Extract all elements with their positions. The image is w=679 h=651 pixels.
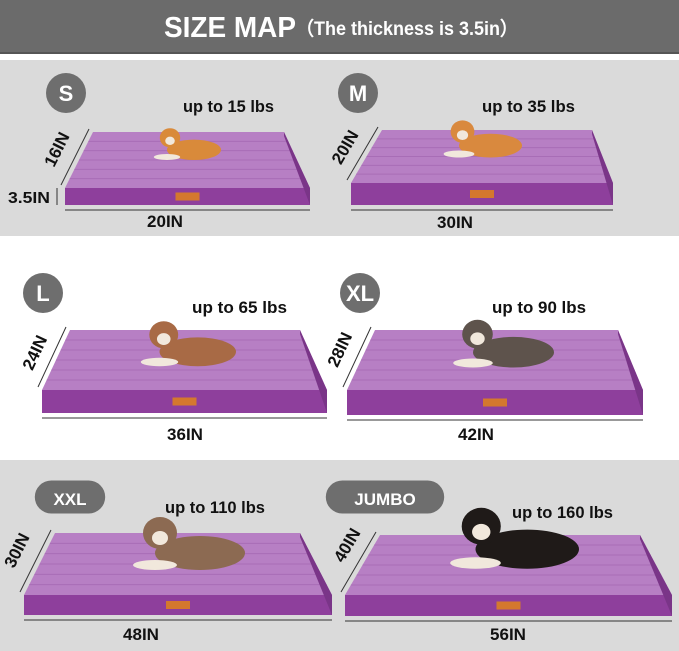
bed-edge bbox=[640, 535, 672, 616]
size-badge bbox=[338, 73, 378, 113]
dog-image bbox=[453, 319, 554, 368]
width-label: 30IN bbox=[437, 213, 473, 232]
width-label: 42IN bbox=[458, 425, 494, 444]
weight-limit: up to 110 lbs bbox=[165, 498, 265, 517]
size-badge bbox=[34, 480, 106, 514]
dog-image bbox=[450, 507, 579, 569]
width-label: 36IN bbox=[167, 425, 203, 444]
depth-dimension-line bbox=[346, 126, 379, 181]
depth-label: 28IN bbox=[324, 329, 356, 370]
bed-tag-logo bbox=[470, 190, 494, 198]
dog-image bbox=[443, 120, 522, 158]
size-card-l: Lup to 65 lbs 36IN 24IN bbox=[19, 273, 327, 444]
size-badge bbox=[340, 273, 380, 313]
bed-tag-logo bbox=[172, 397, 197, 406]
dog-image bbox=[153, 128, 221, 160]
bed-tag-logo bbox=[175, 192, 200, 201]
depth-label: 24IN bbox=[19, 332, 51, 373]
weight-limit: up to 160 lbs bbox=[512, 503, 613, 522]
weight-limit: up to 90 lbs bbox=[492, 298, 586, 317]
header-divider bbox=[0, 52, 679, 54]
weight-limit: up to 35 lbs bbox=[482, 97, 575, 116]
bed-edge bbox=[300, 533, 332, 615]
size-label: L bbox=[36, 281, 49, 306]
header-bar bbox=[0, 0, 679, 52]
size-label: S bbox=[59, 81, 74, 106]
dog-image bbox=[140, 321, 236, 367]
depth-dimension-line bbox=[60, 128, 90, 186]
size-label: M bbox=[349, 81, 367, 106]
bed-tag-logo bbox=[166, 601, 190, 609]
size-badge bbox=[46, 73, 86, 113]
depth-dimension-line bbox=[19, 529, 52, 593]
bed-tag-logo bbox=[483, 398, 507, 407]
width-label: 20IN bbox=[147, 212, 183, 231]
size-label: XL bbox=[346, 281, 374, 306]
dog-image bbox=[133, 517, 245, 570]
header-title: SIZE MAP bbox=[164, 12, 296, 44]
bed-edge bbox=[284, 132, 310, 205]
width-label: 48IN bbox=[123, 625, 159, 644]
depth-dimension-line bbox=[37, 326, 67, 388]
weight-limit: up to 65 lbs bbox=[192, 298, 287, 317]
bed-edge bbox=[592, 130, 613, 205]
thickness-label: 3.5IN bbox=[8, 190, 50, 207]
size-badge bbox=[325, 480, 445, 514]
bed-tag-logo bbox=[496, 601, 521, 610]
bed-edge bbox=[618, 330, 643, 415]
weight-limit: up to 15 lbs bbox=[183, 97, 274, 116]
depth-dimension-line bbox=[340, 531, 377, 593]
size-label: JUMBO bbox=[354, 490, 415, 509]
depth-dimension-line bbox=[342, 326, 372, 388]
width-label: 56IN bbox=[490, 625, 526, 644]
size-label: XXL bbox=[53, 490, 86, 509]
size-badge bbox=[23, 273, 63, 313]
bed-edge bbox=[300, 330, 327, 413]
header-subtitle: （The thickness is 3.5in） bbox=[296, 17, 518, 40]
size-card-xl: XL up to 90 lbs 42IN 28IN bbox=[324, 273, 643, 444]
